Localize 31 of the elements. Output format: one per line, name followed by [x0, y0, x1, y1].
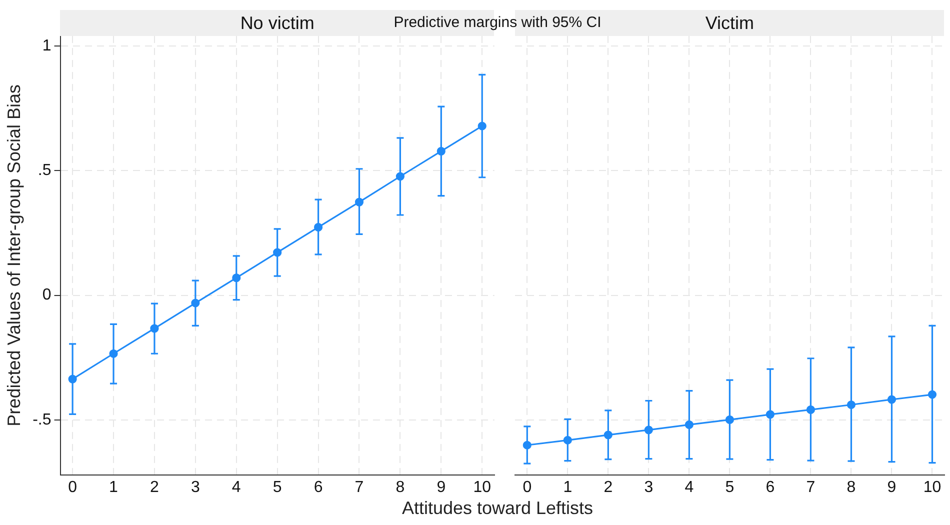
- x-axis-title: Attitudes toward Leftists: [400, 498, 594, 519]
- x-tick-label: 7: [354, 478, 364, 496]
- x-tick-label: 6: [314, 478, 323, 496]
- chart-title: No victim: [240, 13, 314, 33]
- y-tick-label: 0: [42, 286, 52, 304]
- x-tick-label: 5: [725, 478, 734, 496]
- x-tick-label: 10: [473, 478, 492, 496]
- x-tick-label: 10: [923, 478, 942, 496]
- x-tick-label: 1: [109, 478, 118, 496]
- x-tick-label: 2: [150, 478, 160, 496]
- chart-title: Victim: [705, 13, 754, 33]
- y-tick-label: 1: [42, 37, 52, 54]
- x-tick-label: 0: [522, 478, 532, 496]
- x-tick-label: 7: [806, 478, 816, 496]
- y-tick-label: .5: [38, 162, 52, 180]
- x-tick-label: 5: [272, 478, 282, 496]
- x-tick-label: 1: [563, 478, 572, 496]
- x-tick-label: 6: [766, 478, 775, 496]
- y-tick-label: -.5: [32, 411, 52, 428]
- x-tick-label: 2: [604, 478, 613, 496]
- x-tick-label: 3: [190, 478, 200, 496]
- x-tick-label: 4: [684, 478, 694, 496]
- x-tick-label: 9: [887, 478, 896, 496]
- x-tick-label: 8: [396, 478, 405, 496]
- x-tick-label: 9: [436, 478, 446, 496]
- x-tick-label: 0: [68, 478, 78, 496]
- x-tick-label: 8: [846, 478, 856, 496]
- y-axis-title: Predicted Values of Inter-group Social Bias: [4, 84, 24, 426]
- x-tick-label: 3: [644, 478, 654, 496]
- text: Predictive margins with 95% CI: [394, 14, 602, 31]
- x-tick-label: 4: [232, 478, 241, 496]
